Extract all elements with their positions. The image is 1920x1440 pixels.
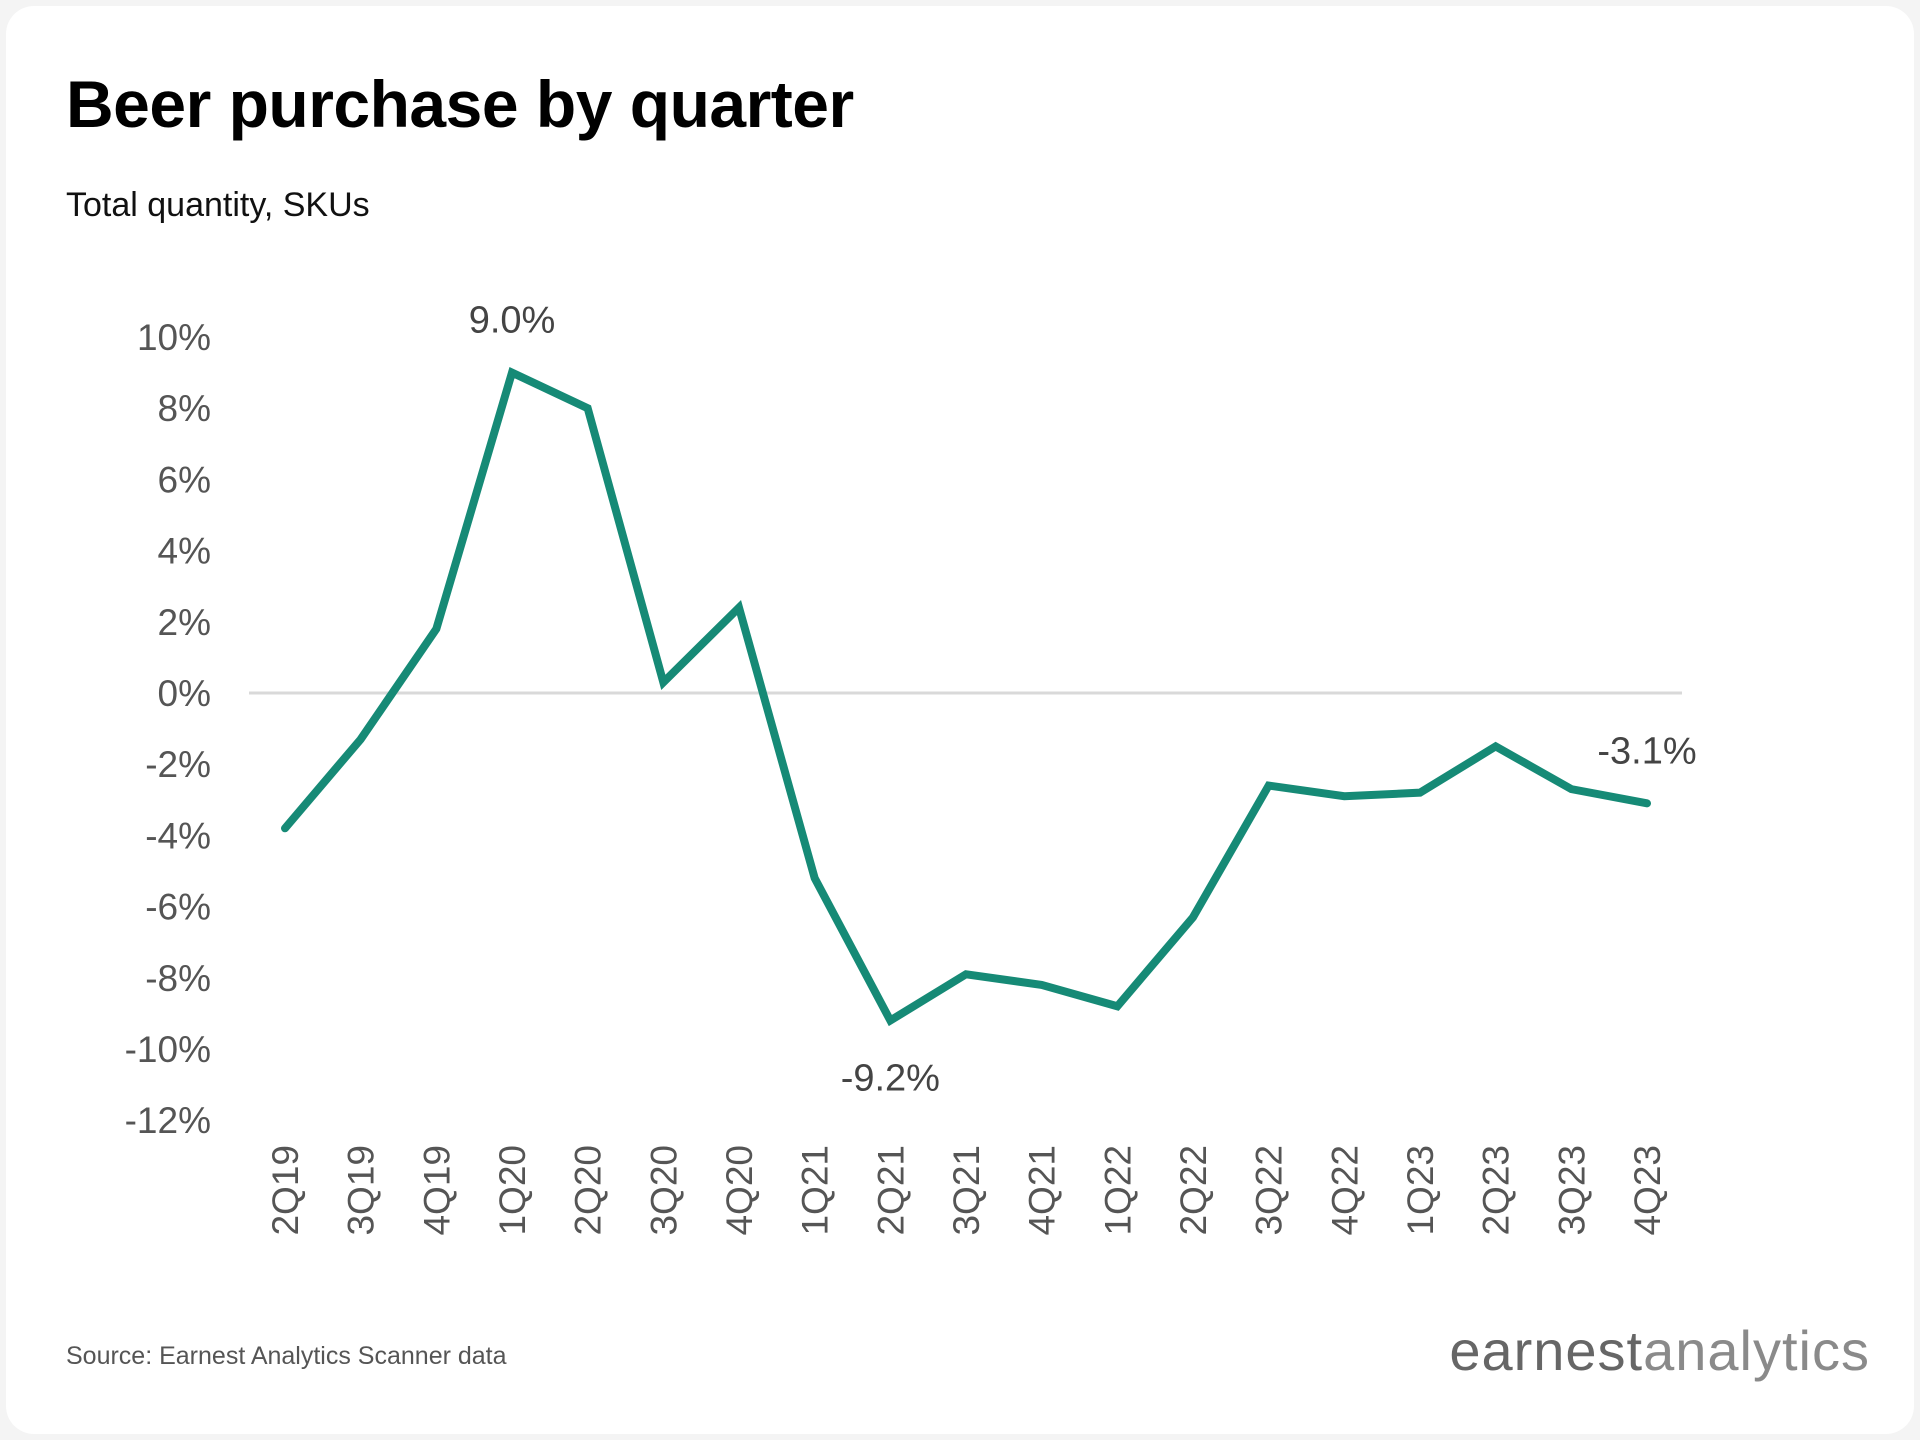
chart-title: Beer purchase by quarter	[66, 67, 854, 141]
y-tick-label: -2%	[145, 744, 211, 785]
y-tick-label: 0%	[158, 673, 211, 714]
y-tick-label: 10%	[137, 317, 211, 358]
logo-text-analytics: analytics	[1643, 1319, 1870, 1382]
data-label: -3.1%	[1597, 730, 1696, 772]
x-tick-label: 4Q19	[416, 1145, 457, 1236]
x-tick-label: 2Q22	[1173, 1145, 1214, 1236]
logo-text-earnest: earnest	[1449, 1319, 1644, 1382]
y-tick-label: -4%	[145, 815, 211, 856]
x-tick-label: 2Q21	[870, 1145, 911, 1236]
y-tick-label: -12%	[125, 1100, 211, 1141]
series-line	[281, 366, 1651, 1027]
y-tick-label: -8%	[145, 958, 211, 999]
chart-subtitle: Total quantity, SKUs	[66, 186, 370, 224]
y-tick-label: -6%	[145, 887, 211, 928]
chart-card	[6, 6, 1914, 1434]
x-tick-label: 4Q20	[719, 1145, 760, 1236]
y-tick-label: 4%	[158, 531, 211, 572]
y-tick-label: -10%	[125, 1029, 211, 1070]
y-tick-label: 2%	[158, 602, 211, 643]
x-tick-label: 3Q23	[1551, 1145, 1592, 1236]
x-tick-label: 3Q22	[1249, 1145, 1290, 1236]
x-tick-label: 1Q23	[1400, 1145, 1441, 1236]
x-tick-label: 1Q21	[795, 1145, 836, 1236]
x-tick-label: 2Q20	[568, 1145, 609, 1236]
x-tick-label: 2Q19	[265, 1145, 306, 1236]
x-tick-label: 1Q22	[1097, 1145, 1138, 1236]
x-tick-label: 4Q23	[1627, 1145, 1668, 1236]
source-note: Source: Earnest Analytics Scanner data	[66, 1342, 507, 1370]
x-tick-label: 1Q20	[492, 1145, 533, 1236]
x-tick-label: 4Q22	[1324, 1145, 1365, 1236]
data-label: -9.2%	[841, 1058, 940, 1100]
y-tick-label: 8%	[158, 388, 211, 429]
x-tick-label: 3Q21	[946, 1145, 987, 1236]
data-label: 9.0%	[469, 300, 556, 342]
x-tick-label: 2Q23	[1476, 1145, 1517, 1236]
x-tick-label: 3Q20	[643, 1145, 684, 1236]
x-tick-label: 3Q19	[341, 1145, 382, 1236]
x-tick-label: 4Q21	[1022, 1145, 1063, 1236]
earnest-analytics-logo: earnestanalytics	[1449, 1318, 1870, 1383]
y-tick-label: 6%	[158, 459, 211, 500]
